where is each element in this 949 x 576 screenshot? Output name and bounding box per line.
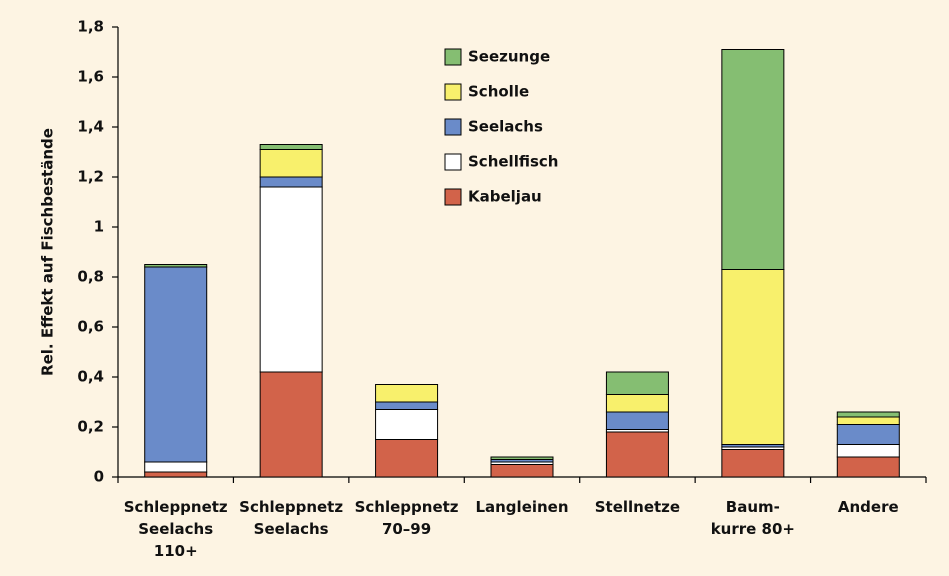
legend-swatch: [444, 48, 462, 66]
bar-segment: [144, 266, 208, 463]
x-tick-label: Stellnetze: [595, 498, 680, 516]
bar-segment: [490, 464, 554, 478]
bar-segment: [490, 456, 554, 460]
bar-segment: [259, 144, 323, 150]
legend-swatch: [444, 153, 462, 171]
bar-segment: [375, 384, 439, 403]
y-tick-label: 1,6: [77, 68, 104, 86]
legend-swatch: [444, 83, 462, 101]
legend-label: Kabeljau: [468, 188, 542, 206]
x-tick-label: Schleppnetz Seelachs: [239, 498, 343, 538]
bar-segment: [259, 186, 323, 373]
y-tick-label: 0: [94, 468, 104, 486]
bar-segment: [375, 439, 439, 478]
bar-segment: [836, 456, 900, 478]
legend-label: Seezunge: [468, 48, 550, 66]
legend-label: Schellfisch: [468, 153, 558, 171]
bar-segment: [259, 176, 323, 188]
bar-segment: [259, 149, 323, 178]
y-tick-label: 0,8: [77, 268, 104, 286]
bar-segment: [259, 371, 323, 478]
bar-segment: [836, 444, 900, 458]
bar-segment: [605, 431, 669, 478]
x-tick-label: Baum-kurre 80+: [711, 498, 795, 538]
x-tick-label: Langleinen: [475, 498, 568, 516]
bar-segment: [721, 49, 785, 270]
bar-segment: [836, 411, 900, 418]
bar-segment: [605, 371, 669, 395]
y-tick-label: 1,4: [77, 118, 104, 136]
legend-label: Seelachs: [468, 118, 543, 136]
bar-segment: [605, 394, 669, 413]
bar-segment: [144, 471, 208, 478]
y-tick-label: 0,6: [77, 318, 104, 336]
bar-segment: [836, 424, 900, 445]
bar-segment: [721, 449, 785, 478]
legend-swatch: [444, 188, 462, 206]
y-tick-label: 1,8: [77, 18, 104, 36]
y-tick-label: 1,2: [77, 168, 104, 186]
y-tick-label: 0,2: [77, 418, 104, 436]
bar-segment: [605, 411, 669, 430]
y-axis-label: Rel. Effekt auf Fischbestände: [39, 128, 57, 376]
y-tick-label: 0,4: [77, 368, 104, 386]
x-tick-label: Andere: [838, 498, 899, 516]
bar-segment: [144, 264, 208, 268]
bar-segment: [836, 416, 900, 425]
bar-segment: [375, 409, 439, 440]
bar-segment: [721, 269, 785, 445]
bar-segment: [144, 461, 208, 473]
legend-swatch: [444, 118, 462, 136]
bar-segment: [375, 401, 439, 410]
y-tick-label: 1: [94, 218, 104, 236]
legend-label: Scholle: [468, 83, 529, 101]
x-tick-label: Schleppnetz Seelachs 110+: [124, 498, 228, 560]
x-tick-label: Schleppnetz 70–99: [355, 498, 459, 538]
